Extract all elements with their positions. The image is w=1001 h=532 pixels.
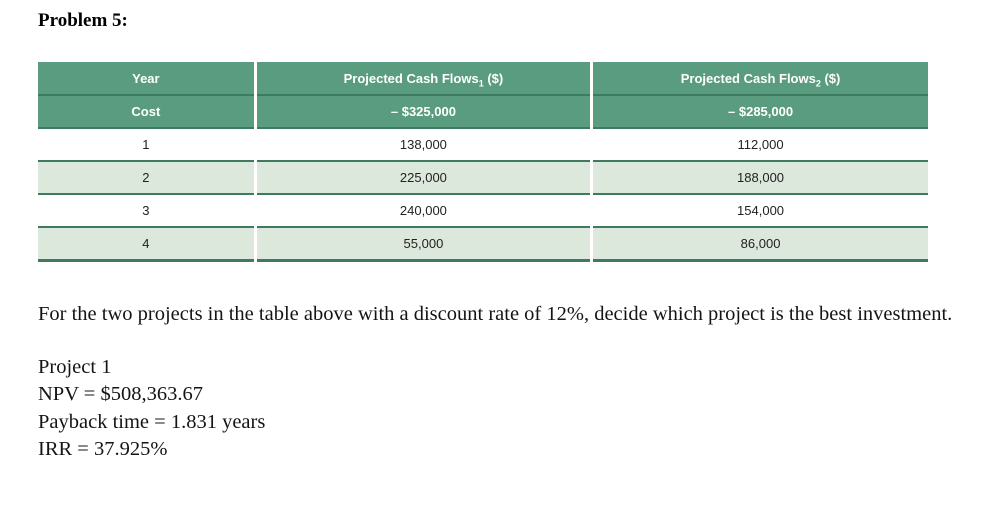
cash-flow-2-cell: 112,000 — [590, 128, 928, 161]
table-header-row: Year Projected Cash Flows1 ($) Projected… — [38, 62, 928, 95]
col-header-year: Year — [132, 70, 160, 86]
cash-flow-1-cell: 138,000 — [253, 128, 592, 161]
table-row: 1 138,000 112,000 — [38, 128, 928, 161]
cash-flow-1-cell: 55,000 — [253, 227, 592, 260]
page-title: Problem 5: — [38, 10, 128, 31]
col-header-cash-flows-1-suffix: ($) — [483, 70, 504, 86]
col-header-cash-flows-2: Projected Cash Flows2 ($) — [590, 62, 928, 95]
cash-flow-2-cell: 188,000 — [590, 161, 928, 194]
cash-flow-2-cell: 154,000 — [590, 194, 928, 227]
year-cell: 4 — [142, 235, 150, 251]
col-header-cash-flows-2-label: Projected Cash Flows — [680, 70, 816, 86]
table-cost-row: Cost – $325,000 – $285,000 — [38, 95, 928, 128]
solution-npv: NPV = $508,363.67 — [38, 383, 203, 405]
document-page: Problem 5: Year Projected Cash Flows1 ($… — [38, 10, 971, 464]
cash-flow-1-cell: 225,000 — [253, 161, 592, 194]
question-text: For the two projects in the table above … — [38, 302, 953, 325]
col-header-cash-flows-1-subscript: 1 — [478, 78, 484, 89]
cash-flow-1-cell: 240,000 — [253, 194, 592, 227]
col-header-cash-flows-1: Projected Cash Flows1 ($) — [253, 62, 592, 95]
cash-flow-2-cell: 86,000 — [590, 227, 928, 260]
table-row: 2 225,000 188,000 — [38, 161, 928, 194]
year-cell: 2 — [142, 170, 150, 185]
solution-project-label: Project 1 — [38, 355, 112, 378]
cost-row-label: Cost — [131, 104, 161, 119]
cost-project-1: – $325,000 — [253, 95, 592, 128]
col-header-cash-flows-2-suffix: ($) — [820, 70, 841, 86]
solution-block: Project 1 NPV = $508,363.67 Payback time… — [38, 354, 971, 464]
cash-flows-table: Year Projected Cash Flows1 ($) Projected… — [38, 62, 928, 262]
col-header-cash-flows-2-subscript: 2 — [815, 78, 821, 89]
solution-payback: Payback time = 1.831 years — [38, 410, 266, 433]
table-row: 3 240,000 154,000 — [38, 194, 928, 227]
col-header-cash-flows-1-label: Projected Cash Flows — [343, 70, 479, 86]
solution-irr: IRR = 37.925% — [38, 438, 168, 460]
cost-project-2: – $285,000 — [590, 95, 928, 128]
table-row: 4 55,000 86,000 — [38, 227, 928, 260]
year-cell: 1 — [142, 137, 150, 152]
year-cell: 3 — [142, 203, 150, 218]
